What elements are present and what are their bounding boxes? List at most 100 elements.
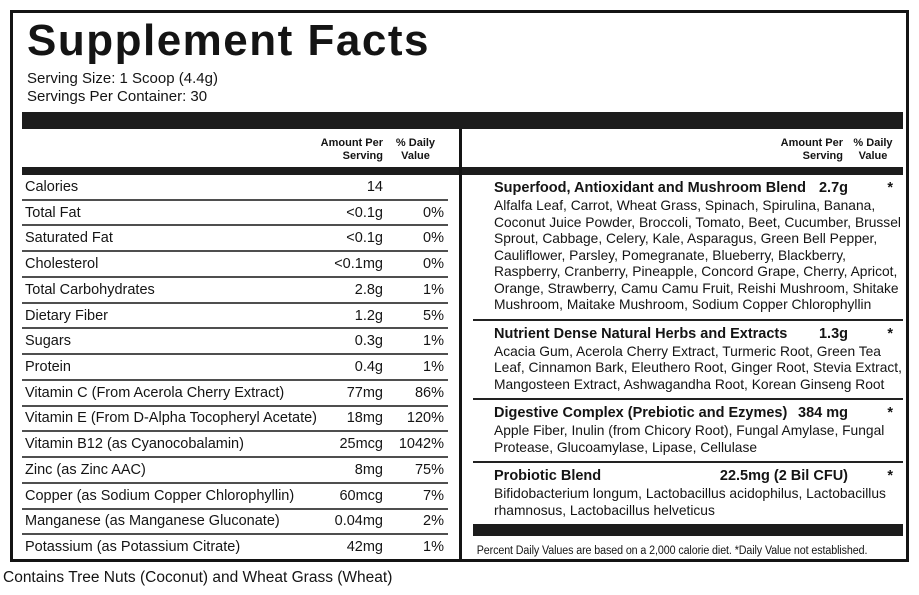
header-divider-bar — [22, 167, 903, 175]
table-row: Copper (as Sodium Copper Chlorophyllin) … — [22, 484, 448, 510]
right-column-header: Amount Per Serving % Daily Value — [459, 129, 906, 167]
nutrient-amount: 60mcg — [339, 487, 383, 504]
nutrient-dv: 1% — [423, 333, 444, 350]
nutrient-table: Calories 14 Total Fat <0.1g 0% Saturated… — [13, 175, 459, 559]
nutrient-name: Dietary Fiber — [25, 307, 108, 324]
nutrient-amount: 0.3g — [354, 333, 383, 350]
blend-section: Digestive Complex (Prebiotic and Ezymes)… — [473, 398, 903, 461]
allergen-statement: Contains Tree Nuts (Coconut) and Wheat G… — [3, 569, 393, 586]
blend-name: Digestive Complex (Prebiotic and Ezymes) — [494, 405, 788, 421]
nutrient-name: Total Carbohydrates — [25, 281, 155, 298]
blend-amount: 22.5mg (2 Bil CFU) — [719, 468, 848, 484]
dv-header-line2: Value — [858, 149, 888, 162]
column-headers: Amount Per Serving % Daily Value Amount … — [13, 129, 906, 167]
nutrient-dv: 2% — [423, 513, 444, 530]
footnote-divider-bar — [473, 524, 903, 536]
nutrient-dv: 1% — [423, 281, 444, 298]
top-divider-bar — [22, 112, 903, 129]
nutrient-amount: <0.1g — [346, 204, 383, 221]
nutrient-amount: 0.4g — [354, 359, 383, 375]
nutrient-dv: 1042% — [398, 436, 444, 453]
nutrient-amount: <0.1mg — [334, 256, 383, 273]
nutrient-name: Protein — [25, 359, 71, 375]
nutrient-dv: 75% — [414, 461, 444, 478]
daily-value-header: % Daily Value — [383, 137, 448, 163]
blend-name: Nutrient Dense Natural Herbs and Extract… — [494, 325, 788, 342]
amount-header-line2: Serving — [802, 149, 843, 162]
table-row: Total Fat <0.1g 0% — [22, 201, 448, 227]
label-title: Supplement Facts — [27, 16, 430, 65]
blend-list: Superfood, Antioxidant and Mushroom Blen… — [459, 175, 906, 559]
blend-header: Nutrient Dense Natural Herbs and Extract… — [494, 325, 903, 343]
blend-amount: 1.3g — [818, 325, 848, 342]
nutrient-dv: 5% — [423, 307, 444, 324]
blend-ingredients: Acacia Gum, Acerola Cherry Extract, Turm… — [494, 343, 902, 392]
nutrient-amount: 25mcg — [339, 436, 383, 453]
dv-header-line1: % Daily — [395, 136, 436, 149]
nutrient-dv: 86% — [414, 384, 444, 401]
amount-header-line2: Serving — [342, 149, 383, 162]
blend-header: Superfood, Antioxidant and Mushroom Blen… — [494, 179, 903, 197]
servings-per-container: Servings Per Container: 30 — [27, 88, 208, 105]
blend-ingredients: Bifidobacterium longum, Lactobacillus ac… — [494, 486, 886, 518]
nutrient-amount: 0.04mg — [334, 513, 383, 530]
left-column-header: Amount Per Serving % Daily Value — [13, 129, 459, 167]
table-row: Saturated Fat <0.1g 0% — [22, 226, 448, 253]
nutrient-dv: 1% — [423, 359, 444, 375]
table-row: Protein 0.4g 1% — [22, 355, 448, 381]
blend-ingredients: Alfalfa Leaf, Carrot, Wheat Grass, Spina… — [494, 198, 901, 312]
nutrient-name: Saturated Fat — [25, 230, 113, 247]
blend-dv-asterisk: * — [887, 405, 893, 421]
table-row: Vitamin B12 (as Cyanocobalamin) 25mcg 10… — [22, 432, 448, 459]
table-row: Vitamin C (From Acerola Cherry Extract) … — [22, 381, 448, 407]
nutrient-amount: 14 — [366, 178, 383, 195]
table-row: Calories 14 — [22, 175, 448, 201]
nutrient-dv: 0% — [423, 204, 444, 221]
nutrient-amount: 1.2g — [354, 307, 383, 324]
blend-dv-asterisk: * — [887, 468, 893, 484]
nutrient-name: Vitamin B12 (as Cyanocobalamin) — [25, 436, 244, 453]
nutrient-name: Cholesterol — [25, 256, 99, 273]
blend-name: Superfood, Antioxidant and Mushroom Blen… — [494, 180, 807, 196]
nutrient-dv: 7% — [423, 487, 444, 504]
blend-header: Digestive Complex (Prebiotic and Ezymes)… — [494, 404, 903, 422]
nutrient-amount: <0.1g — [346, 230, 383, 247]
nutrient-name: Zinc (as Zinc AAC) — [25, 461, 146, 478]
nutrition-columns: Calories 14 Total Fat <0.1g 0% Saturated… — [13, 175, 906, 559]
nutrient-dv: 1% — [423, 539, 444, 556]
nutrient-name: Total Fat — [25, 204, 81, 221]
column-divider-line — [459, 129, 462, 559]
nutrient-name: Copper (as Sodium Copper Chlorophyllin) — [25, 487, 295, 504]
table-row: Total Carbohydrates 2.8g 1% — [22, 278, 448, 304]
nutrient-name: Manganese (as Manganese Gluconate) — [25, 513, 280, 530]
table-row: Dietary Fiber 1.2g 5% — [22, 304, 448, 330]
amount-per-serving-header: Amount Per Serving — [321, 137, 383, 163]
serving-info: Serving Size: 1 Scoop (4.4g) Servings Pe… — [27, 70, 906, 106]
nutrient-dv: 0% — [423, 256, 444, 273]
nutrient-amount: 77mg — [346, 384, 383, 401]
nutrient-amount: 18mg — [346, 410, 383, 427]
blend-dv-asterisk: * — [887, 180, 893, 196]
nutrient-amount: 8mg — [354, 461, 383, 478]
table-row: Vitamin E (From D-Alpha Tocopheryl Aceta… — [22, 407, 448, 433]
supplement-facts-label: Supplement Facts Serving Size: 1 Scoop (… — [10, 10, 909, 562]
blend-section: Superfood, Antioxidant and Mushroom Blen… — [473, 175, 903, 319]
blend-dv-asterisk: * — [887, 325, 893, 342]
blend-header: Probiotic Blend 22.5mg (2 Bil CFU) * — [494, 467, 903, 485]
blend-amount: 384 mg — [798, 405, 848, 421]
nutrient-name: Calories — [25, 178, 79, 195]
table-row: Cholesterol <0.1mg 0% — [22, 252, 448, 278]
nutrient-dv: 0% — [423, 230, 444, 247]
nutrient-dv: 120% — [406, 410, 444, 427]
nutrient-name: Sugars — [25, 333, 71, 350]
nutrient-amount: 42mg — [346, 539, 383, 556]
table-row: Potassium (as Potassium Citrate) 42mg 1% — [22, 535, 448, 559]
dv-header-line2: Value — [401, 149, 430, 162]
blend-ingredients: Apple Fiber, Inulin (from Chicory Root),… — [494, 423, 885, 455]
serving-size: Serving Size: 1 Scoop (4.4g) — [27, 70, 218, 87]
footnote-group: Percent Daily Values are based on a 2,00… — [473, 524, 903, 569]
amount-per-serving-header: Amount Per Serving — [781, 137, 843, 163]
table-row: Zinc (as Zinc AAC) 8mg 75% — [22, 458, 448, 484]
daily-value-footnote: Percent Daily Values are based on a 2,00… — [476, 545, 868, 557]
blend-section: Nutrient Dense Natural Herbs and Extract… — [473, 318, 903, 399]
